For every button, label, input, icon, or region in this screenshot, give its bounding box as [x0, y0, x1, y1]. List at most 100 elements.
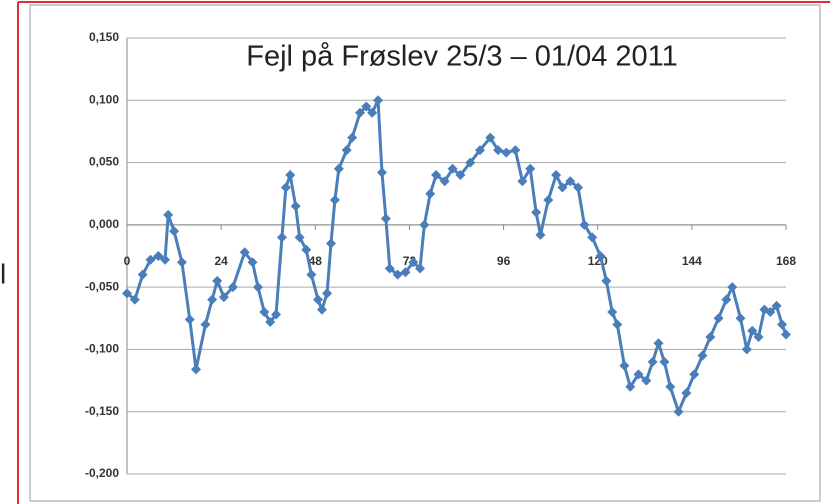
data-point [341, 145, 352, 156]
data-point [259, 307, 270, 318]
data-point [735, 313, 746, 324]
data-point [665, 381, 676, 392]
data-point [543, 194, 554, 205]
data-point [777, 319, 788, 330]
data-point [376, 167, 387, 178]
data-point [625, 381, 636, 392]
data-point [160, 254, 171, 265]
data-point [579, 219, 590, 230]
data-point [465, 157, 476, 168]
series-line [126, 99, 788, 416]
data-point [271, 309, 282, 320]
data-point [647, 356, 658, 367]
data-point [485, 132, 496, 143]
data-point [673, 406, 684, 417]
data-point [137, 269, 148, 280]
data-point [415, 263, 426, 274]
data-point [322, 288, 333, 299]
data-point [191, 364, 202, 375]
data-point [747, 325, 758, 336]
data-point [641, 375, 652, 386]
data-point [535, 229, 546, 240]
data-point [384, 263, 395, 274]
data-point [184, 314, 195, 325]
data-point [333, 163, 344, 174]
data-point [431, 170, 442, 181]
data-point [531, 207, 542, 218]
data-point [355, 107, 366, 118]
data-point [501, 147, 512, 158]
data-point [392, 269, 403, 280]
data-point [475, 145, 486, 156]
data-point [510, 145, 521, 156]
data-point [408, 257, 419, 268]
data-point [400, 267, 411, 278]
data-point [517, 176, 528, 187]
data-point [247, 257, 258, 268]
data-point [316, 304, 327, 315]
data-point [301, 244, 312, 255]
data-point [765, 307, 776, 318]
data-point [276, 232, 287, 243]
y-tick-label: -0,100 [85, 342, 119, 356]
data-point [294, 232, 305, 243]
data-point [200, 319, 211, 330]
data-point [265, 317, 276, 328]
side-text: l [0, 258, 6, 289]
data-point [607, 307, 618, 318]
data-point [285, 170, 296, 181]
data-point [727, 282, 738, 293]
data-point [741, 344, 752, 355]
data-point [587, 232, 598, 243]
data-point [129, 294, 140, 305]
data-point [419, 219, 430, 230]
x-tick-label: 24 [214, 254, 228, 268]
data-point [145, 254, 156, 265]
y-tick-label: 0,050 [89, 155, 119, 169]
x-tick-label: 96 [497, 254, 511, 268]
data-point [347, 132, 358, 143]
data-point [439, 176, 450, 187]
data-point [425, 188, 436, 199]
data-point [212, 275, 223, 286]
data-point [612, 319, 623, 330]
data-point [525, 163, 536, 174]
y-tick-label: -0,150 [85, 404, 119, 418]
data-point [551, 170, 562, 181]
data-point [280, 182, 291, 193]
x-tick-label: 144 [682, 254, 702, 268]
data-point [653, 338, 664, 349]
y-tick-label: 0,150 [89, 30, 119, 44]
data-point [633, 369, 644, 380]
y-tick-label: -0,050 [85, 279, 119, 293]
data-point [361, 101, 372, 112]
data-point [781, 329, 791, 340]
data-point [169, 226, 180, 237]
data-point [447, 163, 458, 174]
y-tick-label: 0,100 [89, 92, 119, 106]
data-point [239, 247, 250, 258]
data-point [565, 176, 576, 187]
data-point [689, 369, 700, 380]
data-point [619, 360, 630, 371]
data-point [681, 388, 692, 399]
x-tick-label: 168 [776, 254, 796, 268]
y-tick-label: 0,000 [89, 217, 119, 231]
data-point [207, 294, 218, 305]
data-point [153, 251, 164, 261]
data-point [455, 170, 466, 181]
data-point [329, 194, 340, 205]
data-point [601, 275, 612, 286]
data-point [122, 288, 132, 299]
y-tick-label: -0,200 [85, 466, 119, 480]
data-point [163, 209, 174, 220]
data-point [659, 356, 670, 367]
data-point [721, 294, 732, 305]
data-point [713, 313, 724, 324]
data-point [176, 257, 187, 268]
data-point [218, 292, 229, 303]
data-point [373, 95, 384, 106]
data-point [380, 213, 391, 224]
data-point [557, 182, 568, 193]
